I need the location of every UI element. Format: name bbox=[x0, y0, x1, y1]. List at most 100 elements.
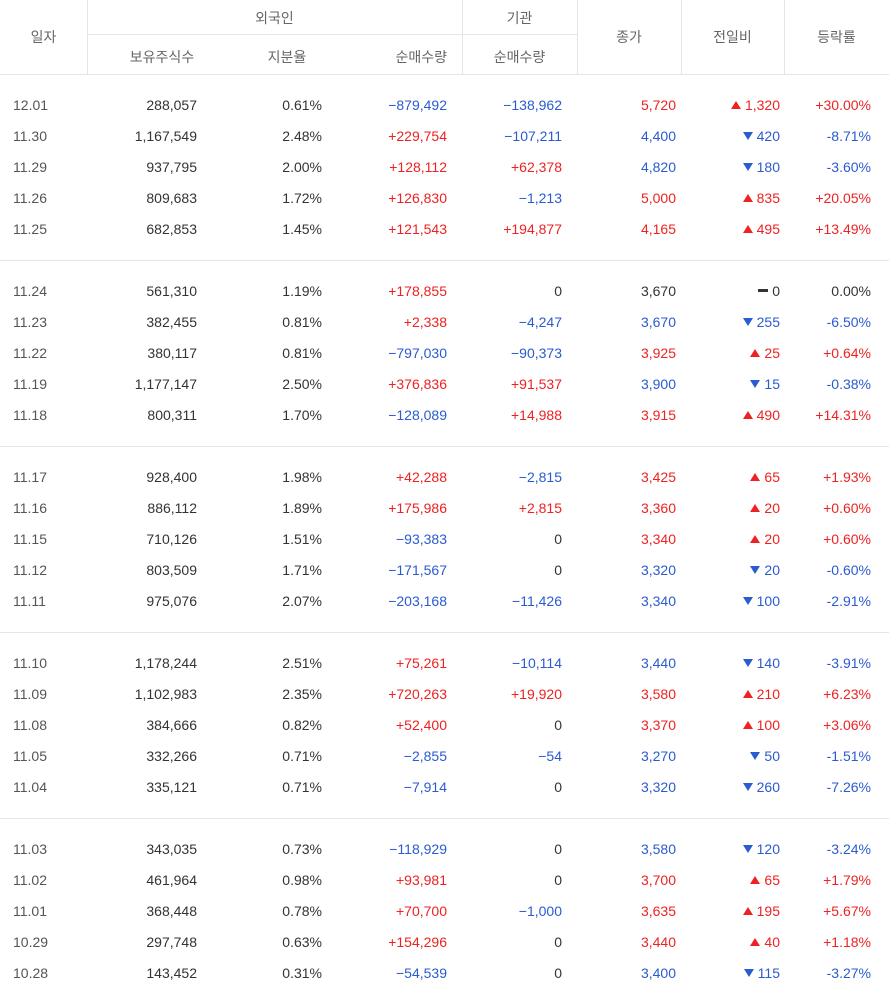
header-cell: 외국인 bbox=[255, 10, 294, 26]
rate-cell: -3.24% bbox=[826, 841, 871, 857]
date-cell: 11.25 bbox=[13, 221, 47, 237]
header-cell: 등락률 bbox=[817, 29, 856, 45]
institution-net-cell: −54 bbox=[538, 748, 562, 764]
change-icon bbox=[742, 194, 753, 202]
close-cell: 3,635 bbox=[640, 903, 676, 919]
close-cell: 4,400 bbox=[640, 128, 676, 144]
foreign-net-cell: +93,981 bbox=[396, 872, 447, 888]
change-icon bbox=[742, 721, 753, 729]
holdings-cell: 1,167,549 bbox=[134, 128, 197, 144]
rate-cell: +14.31% bbox=[815, 407, 871, 423]
foreign-net-cell: −879,492 bbox=[388, 97, 447, 113]
header-divider bbox=[784, 0, 785, 74]
change-value: 115 bbox=[757, 965, 780, 981]
change-icon bbox=[743, 969, 754, 977]
date-cell: 11.12 bbox=[13, 562, 47, 578]
foreign-net-cell: −93,383 bbox=[396, 531, 447, 547]
holdings-cell: 343,035 bbox=[146, 841, 197, 857]
header-cell: 순매수량 bbox=[395, 49, 447, 65]
rate-cell: -2.91% bbox=[826, 593, 871, 609]
institution-net-cell: −10,114 bbox=[512, 655, 562, 671]
change-icon bbox=[742, 659, 753, 667]
header-cell: 순매수량 bbox=[493, 49, 546, 65]
change-value: 420 bbox=[756, 128, 780, 144]
change-cell: 100 bbox=[742, 717, 780, 733]
close-cell: 5,000 bbox=[640, 190, 676, 206]
date-cell: 10.29 bbox=[13, 934, 49, 950]
change-icon bbox=[742, 907, 753, 915]
change-cell: 195 bbox=[742, 903, 780, 919]
institution-net-cell: +194,877 bbox=[503, 221, 562, 237]
close-cell: 4,820 bbox=[640, 159, 676, 175]
close-cell: 5,720 bbox=[640, 97, 676, 113]
close-cell: 3,925 bbox=[640, 345, 676, 361]
change-cell: 140 bbox=[742, 655, 780, 671]
change-value: 65 bbox=[764, 469, 780, 485]
change-value: 835 bbox=[756, 190, 780, 206]
foreign-net-cell: +121,543 bbox=[388, 221, 447, 237]
change-value: 20 bbox=[764, 531, 780, 547]
rate-cell: +13.49% bbox=[815, 221, 871, 237]
change-icon bbox=[742, 225, 753, 233]
close-cell: 3,440 bbox=[640, 655, 676, 671]
rate-cell: -3.60% bbox=[826, 159, 871, 175]
institution-net-cell: 0 bbox=[554, 841, 562, 857]
change-icon bbox=[750, 752, 761, 760]
institution-net-cell: 0 bbox=[554, 965, 562, 981]
change-value: 210 bbox=[756, 686, 780, 702]
ratio-cell: 0.63% bbox=[282, 934, 322, 950]
foreign-net-cell: −128,089 bbox=[388, 407, 447, 423]
close-cell: 3,360 bbox=[640, 500, 676, 516]
ratio-cell: 0.82% bbox=[282, 717, 322, 733]
header-cell: 전일비 bbox=[713, 29, 752, 45]
close-cell: 3,915 bbox=[640, 407, 676, 423]
holdings-cell: 710,126 bbox=[146, 531, 197, 547]
header-cell: 종가 bbox=[616, 29, 642, 45]
institution-net-cell: +62,378 bbox=[511, 159, 562, 175]
date-cell: 11.30 bbox=[13, 128, 47, 144]
institution-net-cell: −107,211 bbox=[504, 128, 562, 144]
foreign-net-cell: +376,836 bbox=[388, 376, 447, 392]
foreign-net-cell: +126,830 bbox=[388, 190, 447, 206]
change-value: 120 bbox=[756, 841, 780, 857]
change-cell: 255 bbox=[742, 314, 780, 330]
holdings-cell: 928,400 bbox=[146, 469, 197, 485]
foreign-net-cell: +2,338 bbox=[403, 314, 447, 330]
institution-net-cell: −1,213 bbox=[518, 190, 562, 206]
group-divider bbox=[0, 632, 889, 633]
date-cell: 11.19 bbox=[13, 376, 47, 392]
rate-cell: +1.93% bbox=[823, 469, 871, 485]
foreign-net-cell: −7,914 bbox=[403, 779, 447, 795]
close-cell: 3,700 bbox=[640, 872, 676, 888]
date-cell: 12.01 bbox=[13, 97, 49, 113]
close-cell: 3,340 bbox=[640, 531, 676, 547]
close-cell: 3,580 bbox=[640, 841, 676, 857]
holdings-cell: 1,102,983 bbox=[134, 686, 197, 702]
header-divider bbox=[681, 0, 682, 74]
ratio-cell: 2.48% bbox=[282, 128, 322, 144]
change-value: 25 bbox=[764, 345, 780, 361]
change-cell: 20 bbox=[750, 531, 780, 547]
institution-net-cell: +19,920 bbox=[511, 686, 562, 702]
change-cell: 495 bbox=[742, 221, 780, 237]
change-icon bbox=[750, 473, 761, 481]
change-cell: 1,320 bbox=[730, 97, 780, 113]
change-cell: 180 bbox=[742, 159, 780, 175]
institution-net-cell: 0 bbox=[554, 562, 562, 578]
date-cell: 11.24 bbox=[13, 283, 47, 299]
rate-cell: -3.91% bbox=[826, 655, 871, 671]
holdings-cell: 682,853 bbox=[146, 221, 197, 237]
date-cell: 11.22 bbox=[13, 345, 47, 361]
date-cell: 11.11 bbox=[13, 593, 46, 609]
foreign-net-cell: +52,400 bbox=[396, 717, 447, 733]
ratio-cell: 0.71% bbox=[282, 779, 322, 795]
institution-net-cell: −4,247 bbox=[518, 314, 562, 330]
holdings-cell: 1,177,147 bbox=[134, 376, 197, 392]
holdings-cell: 297,748 bbox=[146, 934, 197, 950]
foreign-net-cell: −118,929 bbox=[389, 841, 447, 857]
rate-cell: -0.60% bbox=[826, 562, 871, 578]
ratio-cell: 2.50% bbox=[282, 376, 322, 392]
holdings-cell: 384,666 bbox=[146, 717, 197, 733]
header-border bbox=[0, 74, 889, 75]
change-value: 20 bbox=[764, 500, 780, 516]
